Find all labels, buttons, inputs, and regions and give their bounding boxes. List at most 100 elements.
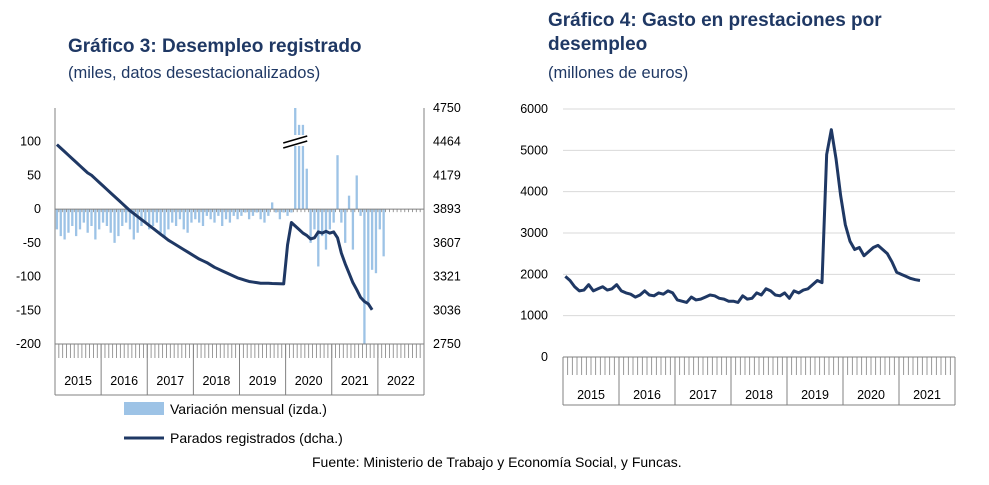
chart3-bar xyxy=(151,209,155,226)
chart3-bar xyxy=(374,209,378,274)
chart3-bar xyxy=(163,209,166,237)
chart3-left-tick: -100 xyxy=(16,270,41,284)
chart3-year-label: 2016 xyxy=(110,374,138,388)
chart3-bar xyxy=(317,209,320,267)
chart3-bar xyxy=(98,209,101,230)
chart3-bar xyxy=(136,209,139,233)
chart3-bar xyxy=(328,209,331,230)
chart4-year-label: 2021 xyxy=(913,388,941,402)
chart3-bar xyxy=(113,209,116,243)
chart3-bar xyxy=(324,209,328,250)
chart3-bar xyxy=(382,209,385,257)
chart3-axis-break-gap xyxy=(283,135,308,146)
chart3-bar xyxy=(224,209,228,220)
chart3-right-tick: 4464 xyxy=(433,135,461,149)
chart3-right-tick: 3321 xyxy=(433,270,461,284)
chart3-year-label: 2019 xyxy=(249,374,277,388)
chart3-right-tick: 4750 xyxy=(433,101,461,115)
chart3-bar xyxy=(174,209,178,226)
chart3-bar xyxy=(274,209,278,213)
chart4-y-tick: 2000 xyxy=(520,267,548,281)
chart3-left-tick: -200 xyxy=(16,337,41,351)
chart3-bar xyxy=(240,209,243,216)
chart3-bar xyxy=(355,175,358,210)
chart3-bar xyxy=(278,209,282,220)
chart3-plot: 100 50 0 -50 -100 -150 -200 4750 4464 4179 3893 360… xyxy=(16,101,461,396)
chart3-bar xyxy=(344,209,347,243)
chart3-bar xyxy=(367,209,370,304)
chart3-bar xyxy=(320,209,324,237)
chart3-bar xyxy=(271,202,274,210)
chart3-bar xyxy=(297,124,301,210)
chart3-bar xyxy=(309,209,312,243)
chart3-title: Gráfico 3: Desempleo registrado xyxy=(68,36,362,57)
chart3-bar xyxy=(94,209,97,240)
chart4-y-tick: 3000 xyxy=(520,226,548,240)
source-note: Fuente: Ministerio de Trabajo y Economía… xyxy=(312,454,682,470)
chart3-bar xyxy=(182,209,185,230)
chart4-line-gasto xyxy=(564,128,921,304)
chart4-year-label: 2020 xyxy=(857,388,885,402)
chart3-left-tick: 50 xyxy=(27,168,41,182)
chart4-plot: 6000 5000 4000 3000 2000 1000 0 2015 2016 2017 201… xyxy=(520,102,956,406)
chart3-bar xyxy=(194,209,197,220)
chart3-bar xyxy=(232,209,235,216)
chart3-bar xyxy=(144,209,147,223)
chart3-bar xyxy=(340,209,343,223)
chart3-bar xyxy=(148,209,151,230)
chart3-bar xyxy=(71,209,74,226)
chart4-year-label: 2016 xyxy=(633,388,661,402)
chart3-left-tick: 100 xyxy=(20,135,41,149)
chart3-bar xyxy=(282,209,285,213)
chart3-bar xyxy=(336,155,339,210)
chart3-axis-break-mark xyxy=(283,135,308,144)
chart3-line-parados xyxy=(55,143,374,311)
chart3-axis-break-mark xyxy=(283,140,308,149)
chart3-bar xyxy=(159,209,162,233)
chart4-y-tick: 5000 xyxy=(520,143,548,157)
chart3-bar xyxy=(140,209,143,226)
chart3-bar xyxy=(294,108,297,210)
chart4-year-label: 2019 xyxy=(801,388,829,402)
chart3-bar xyxy=(78,209,82,230)
chart3-bar xyxy=(132,209,135,240)
chart3-subtitle: (miles, datos desestacionalizados) xyxy=(68,64,321,82)
chart3-right-tick: 2750 xyxy=(433,337,461,351)
chart3-left-tick: -50 xyxy=(23,236,41,250)
chart3-bar xyxy=(313,209,316,230)
chart3-bar xyxy=(178,209,182,220)
chart3-bar xyxy=(55,209,59,230)
chart3-bar xyxy=(217,209,220,216)
chart3-bar xyxy=(74,209,78,237)
chart4-y-tick: 4000 xyxy=(520,185,548,199)
chart3-bar xyxy=(221,209,224,226)
chart3-year-label: 2015 xyxy=(64,374,92,388)
chart3-bar xyxy=(86,209,89,233)
chart3-bar xyxy=(332,209,335,223)
chart3-bar xyxy=(305,168,308,210)
chart3-right-tick: 3036 xyxy=(433,303,461,317)
chart3-bar xyxy=(347,195,351,210)
chart3-bar xyxy=(105,209,109,226)
chart3-year-label: 2017 xyxy=(156,374,184,388)
chart3-bar xyxy=(209,209,212,220)
chart3-right-tick: 3893 xyxy=(433,202,461,216)
chart3-year-label: 2020 xyxy=(295,374,323,388)
chart3-bar xyxy=(201,209,205,226)
chart4-year-label: 2018 xyxy=(745,388,773,402)
chart3-bar xyxy=(197,209,201,223)
chart3-bar xyxy=(205,209,208,216)
chart3-right-tick: 4179 xyxy=(433,168,461,182)
chart3-bar xyxy=(290,209,293,213)
chart3-bar xyxy=(228,209,232,223)
chart3-year-label: 2021 xyxy=(341,374,369,388)
chart3-bar xyxy=(247,209,251,220)
chart3-bar xyxy=(255,209,258,213)
chart4-year-label: 2017 xyxy=(689,388,717,402)
chart3-bar xyxy=(359,209,362,216)
chart3-bar xyxy=(251,209,255,216)
chart3-bar xyxy=(121,209,124,226)
chart4-title: Gráfico 4: Gasto en prestaciones por des… xyxy=(548,10,882,55)
chart4-subtitle: (millones de euros) xyxy=(548,64,689,82)
